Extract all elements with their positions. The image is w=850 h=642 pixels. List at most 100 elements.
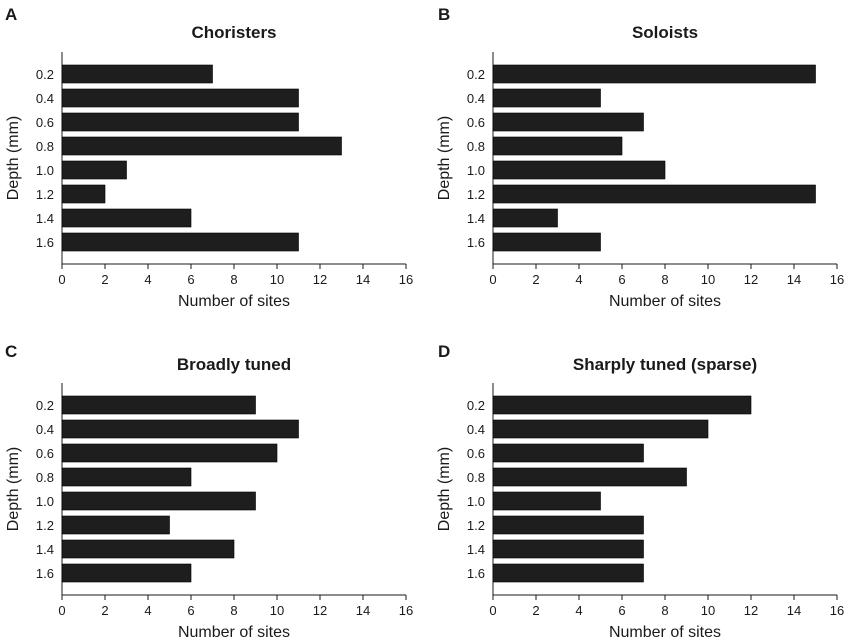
x-tick-label-d-1: 2 (532, 603, 539, 618)
x-tick-label-b-2: 4 (575, 272, 582, 287)
x-tick-label-b-5: 10 (701, 272, 715, 287)
x-tick-label-a-0: 0 (58, 272, 65, 287)
bar-b-1-0 (492, 160, 666, 180)
bar-b-1-4 (492, 208, 558, 228)
x-tick-label-a-2: 4 (144, 272, 151, 287)
x-axis-label-a: Number of sites (178, 293, 290, 310)
bar-c-1-2 (61, 515, 170, 535)
bar-b-0-4 (492, 88, 601, 108)
y-tick-label-c-3: 0.8 (36, 470, 54, 485)
y-tick-label-b-3: 0.8 (467, 139, 485, 154)
y-tick-label-d-0: 0.2 (467, 398, 485, 413)
panel-letter-b: B (438, 5, 450, 24)
panel-letter-c: C (5, 342, 17, 361)
x-tick-label-d-3: 6 (618, 603, 625, 618)
x-tick-label-b-7: 14 (787, 272, 801, 287)
x-tick-label-d-7: 14 (787, 603, 801, 618)
x-tick-label-c-7: 14 (356, 603, 370, 618)
y-tick-label-d-1: 0.4 (467, 422, 485, 437)
x-tick-label-b-4: 8 (661, 272, 668, 287)
bar-d-1-6 (492, 563, 644, 583)
panel-letter-d: D (438, 342, 450, 361)
y-tick-label-c-1: 0.4 (36, 422, 54, 437)
bar-c-0-8 (61, 467, 192, 487)
y-tick-label-a-2: 0.6 (36, 115, 54, 130)
x-axis-label-b: Number of sites (609, 293, 721, 310)
bar-d-0-8 (492, 467, 687, 487)
bar-a-1-6 (61, 232, 299, 252)
x-tick-label-d-0: 0 (489, 603, 496, 618)
bar-d-1-2 (492, 515, 644, 535)
bar-a-0-4 (61, 88, 299, 108)
chart-title-c: Broadly tuned (177, 355, 291, 374)
bar-c-0-2 (61, 395, 256, 415)
y-tick-label-a-7: 1.6 (36, 235, 54, 250)
x-tick-label-a-8: 16 (399, 272, 413, 287)
chart-title-d: Sharply tuned (sparse) (573, 355, 757, 374)
y-tick-label-a-1: 0.4 (36, 91, 54, 106)
y-tick-label-a-0: 0.2 (36, 67, 54, 82)
chart-title-a: Choristers (191, 23, 276, 42)
y-tick-label-c-6: 1.4 (36, 542, 54, 557)
bar-d-0-2 (492, 395, 752, 415)
y-tick-label-c-0: 0.2 (36, 398, 54, 413)
x-tick-label-d-2: 4 (575, 603, 582, 618)
x-tick-label-b-3: 6 (618, 272, 625, 287)
y-tick-label-a-5: 1.2 (36, 187, 54, 202)
bar-b-0-8 (492, 136, 623, 156)
x-tick-label-c-6: 12 (313, 603, 327, 618)
panel-letter-a: A (5, 5, 17, 24)
x-axis-label-d: Number of sites (609, 624, 721, 641)
bar-c-0-4 (61, 419, 299, 439)
y-axis-label-c: Depth (mm) (5, 447, 22, 531)
x-tick-label-a-7: 14 (356, 272, 370, 287)
bar-b-1-2 (492, 184, 816, 204)
y-tick-label-c-2: 0.6 (36, 446, 54, 461)
x-tick-label-c-1: 2 (101, 603, 108, 618)
x-tick-label-a-1: 2 (101, 272, 108, 287)
x-tick-label-d-5: 10 (701, 603, 715, 618)
bar-c-0-6 (61, 443, 278, 463)
y-tick-label-a-6: 1.4 (36, 211, 54, 226)
x-tick-label-c-4: 8 (230, 603, 237, 618)
bar-d-1-4 (492, 539, 644, 559)
bar-d-1-0 (492, 491, 601, 511)
bar-b-0-6 (492, 112, 644, 132)
y-tick-label-b-0: 0.2 (467, 67, 485, 82)
y-tick-label-c-5: 1.2 (36, 518, 54, 533)
x-tick-label-c-5: 10 (270, 603, 284, 618)
x-tick-label-b-8: 16 (830, 272, 844, 287)
y-axis-label-b: Depth (mm) (436, 116, 453, 200)
x-tick-label-d-8: 16 (830, 603, 844, 618)
y-tick-label-b-5: 1.2 (467, 187, 485, 202)
y-tick-label-d-6: 1.4 (467, 542, 485, 557)
bar-c-1-6 (61, 563, 192, 583)
x-tick-label-c-2: 4 (144, 603, 151, 618)
bar-c-1-4 (61, 539, 235, 559)
bar-a-0-6 (61, 112, 299, 132)
bar-a-1-4 (61, 208, 192, 228)
y-tick-label-c-4: 1.0 (36, 494, 54, 509)
x-tick-label-d-4: 8 (661, 603, 668, 618)
x-tick-label-a-5: 10 (270, 272, 284, 287)
bar-a-1-0 (61, 160, 127, 180)
bar-a-1-2 (61, 184, 106, 204)
x-tick-label-b-1: 2 (532, 272, 539, 287)
y-axis-label-d: Depth (mm) (436, 447, 453, 531)
y-tick-label-b-6: 1.4 (467, 211, 485, 226)
bar-b-1-6 (492, 232, 601, 252)
y-tick-label-a-3: 0.8 (36, 139, 54, 154)
bar-a-0-8 (61, 136, 342, 156)
x-axis-label-c: Number of sites (178, 624, 290, 641)
x-tick-label-a-6: 12 (313, 272, 327, 287)
x-tick-label-d-6: 12 (744, 603, 758, 618)
bar-b-0-2 (492, 64, 816, 84)
y-tick-label-a-4: 1.0 (36, 163, 54, 178)
x-tick-label-a-4: 8 (230, 272, 237, 287)
y-tick-label-d-4: 1.0 (467, 494, 485, 509)
y-tick-label-d-7: 1.6 (467, 566, 485, 581)
y-tick-label-b-7: 1.6 (467, 235, 485, 250)
y-tick-label-b-1: 0.4 (467, 91, 485, 106)
bar-c-1-0 (61, 491, 256, 511)
